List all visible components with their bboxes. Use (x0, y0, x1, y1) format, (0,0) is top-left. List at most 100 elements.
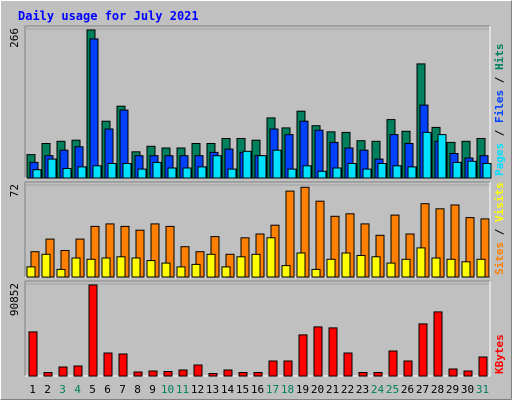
middle-bar-visits-day-20 (311, 268, 321, 278)
top-bar-pages-day-15 (242, 150, 252, 179)
top-bar-pages-day-12 (197, 166, 207, 179)
bottom-legend-part-0: KBytes (493, 334, 506, 374)
day-label-4: 4 (74, 383, 81, 396)
day-label-23: 23 (356, 383, 369, 396)
top-bar-pages-day-5 (92, 165, 102, 179)
day-label-28: 28 (431, 383, 444, 396)
top-bar-pages-day-21 (332, 167, 342, 179)
top-bar-pages-day-11 (182, 167, 192, 179)
day-label-19: 19 (296, 383, 309, 396)
top-legend-part-0: Hits (493, 44, 506, 71)
bottom-bar-kbytes-day-31 (478, 356, 488, 377)
top-bar-pages-day-3 (62, 168, 72, 179)
middle-ymax-label: 72 (8, 184, 21, 197)
middle-bar-visits-day-27 (416, 247, 426, 278)
bottom-bar-kbytes-day-10 (163, 371, 173, 377)
bottom-bar-kbytes-day-14 (223, 369, 233, 377)
bottom-legend: KBytes (493, 334, 506, 374)
top-bar-pages-day-6 (107, 163, 117, 179)
day-label-16: 16 (251, 383, 264, 396)
top-bar-pages-day-18 (287, 168, 297, 179)
middle-bar-visits-day-10 (161, 262, 171, 278)
bottom-bar-kbytes-day-7 (118, 353, 128, 377)
middle-bar-visits-day-1 (26, 266, 36, 278)
top-bar-pages-day-28 (437, 134, 447, 179)
top-bar-pages-day-20 (317, 170, 327, 179)
chart-title: Daily usage for July 2021 (18, 9, 199, 23)
top-legend-part-1: / (493, 70, 506, 90)
top-bar-pages-day-16 (257, 155, 267, 179)
middle-legend: Sites / Visits (493, 182, 506, 275)
top-legend-part-3: / (493, 123, 506, 143)
day-label-10: 10 (161, 383, 174, 396)
top-panel: 266 Pages / Files / Hits (8, 25, 506, 179)
top-bar-pages-day-22 (347, 163, 357, 179)
middle-bar-visits-day-6 (101, 257, 111, 278)
bottom-bar-kbytes-day-5 (88, 284, 98, 377)
middle-bar-sites-day-20 (315, 200, 325, 278)
middle-bar-visits-day-19 (296, 252, 306, 278)
day-label-24: 24 (371, 383, 385, 396)
bottom-bar-kbytes-day-12 (193, 364, 203, 377)
top-bar-pages-day-27 (422, 131, 432, 179)
bottom-bar-kbytes-day-4 (73, 365, 83, 377)
middle-bar-visits-day-17 (266, 237, 276, 278)
bottom-ymax-label: 90852 (8, 283, 21, 316)
middle-bar-visits-day-11 (176, 266, 186, 278)
top-bar-files-day-5 (89, 38, 99, 179)
middle-bar-visits-day-28 (431, 257, 441, 278)
top-bar-pages-day-1 (32, 169, 42, 179)
top-legend: Pages / Files / Hits (493, 44, 506, 177)
day-label-31: 31 (476, 383, 489, 396)
top-legend-part-2: Files (493, 90, 506, 123)
bottom-bar-kbytes-day-13 (208, 373, 218, 377)
middle-bar-visits-day-2 (41, 253, 51, 278)
middle-bar-visits-day-12 (191, 263, 201, 278)
top-bar-pages-day-25 (392, 165, 402, 179)
bottom-bar-kbytes-day-28 (433, 311, 443, 377)
top-bar-pages-day-31 (482, 163, 492, 179)
middle-bar-visits-day-5 (86, 258, 96, 278)
top-ymax-label: 266 (8, 28, 21, 48)
top-bar-pages-day-26 (407, 166, 417, 179)
middle-bar-visits-day-24 (371, 256, 381, 278)
middle-bar-visits-day-9 (146, 260, 156, 278)
bottom-bar-kbytes-day-27 (418, 323, 428, 377)
top-bar-pages-day-19 (302, 165, 312, 179)
day-label-9: 9 (149, 383, 156, 396)
day-label-2: 2 (44, 383, 51, 396)
top-bar-pages-day-29 (452, 161, 462, 179)
day-label-26: 26 (401, 383, 414, 396)
bottom-bar-kbytes-day-3 (58, 366, 68, 377)
day-label-14: 14 (221, 383, 235, 396)
day-label-29: 29 (446, 383, 459, 396)
top-bar-pages-day-4 (77, 166, 87, 179)
top-bar-pages-day-14 (227, 168, 237, 179)
bottom-bar-kbytes-day-2 (43, 372, 53, 377)
middle-bar-visits-day-15 (236, 256, 246, 278)
top-bar-pages-day-24 (377, 163, 387, 179)
middle-legend-part-0: Visits (493, 182, 506, 222)
middle-bar-visits-day-14 (221, 266, 231, 278)
middle-bar-sites-day-18 (285, 190, 295, 278)
day-label-6: 6 (104, 383, 111, 396)
top-bar-pages-day-10 (167, 167, 177, 179)
bottom-bar-kbytes-day-19 (298, 334, 308, 377)
day-label-13: 13 (206, 383, 219, 396)
middle-bar-visits-day-25 (386, 262, 396, 278)
bottom-bar-kbytes-day-15 (238, 372, 248, 377)
middle-legend-part-1: / (493, 222, 506, 242)
bottom-bar-kbytes-day-18 (283, 360, 293, 377)
middle-bar-visits-day-16 (251, 253, 261, 278)
day-label-12: 12 (191, 383, 204, 396)
day-label-21: 21 (326, 383, 339, 396)
top-bar-pages-day-17 (272, 149, 282, 179)
middle-panel: 72 Sites / Visits (8, 181, 506, 278)
middle-bar-visits-day-30 (461, 261, 471, 278)
day-label-17: 17 (266, 383, 279, 396)
middle-bar-visits-day-23 (356, 255, 366, 278)
top-bar-pages-day-9 (152, 161, 162, 179)
middle-bar-visits-day-7 (116, 256, 126, 278)
day-label-7: 7 (119, 383, 126, 396)
